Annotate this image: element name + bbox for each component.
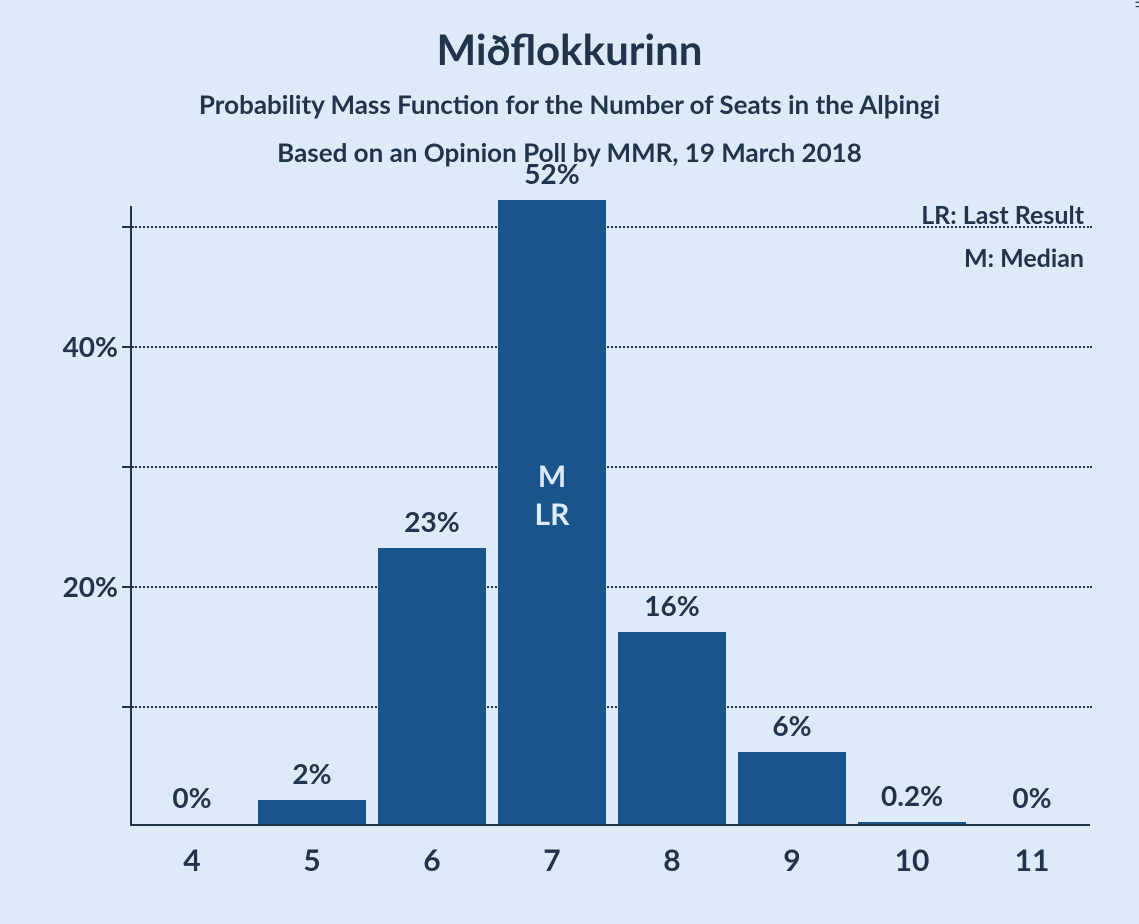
- y-tick-mark: [122, 466, 132, 468]
- gridline: [132, 346, 1092, 348]
- bar-value-label: 2%: [252, 756, 372, 790]
- bar: [258, 800, 366, 824]
- bar-value-label: 6%: [732, 708, 852, 742]
- plot-area: 20%40%0%42%523%652%716%86%90.2%100%11MLR: [130, 206, 1090, 826]
- x-axis-label: 11: [1015, 842, 1050, 878]
- x-axis-label: 9: [783, 842, 800, 878]
- x-axis-label: 5: [303, 842, 320, 878]
- x-axis-label: 4: [183, 842, 200, 878]
- bar: [618, 632, 726, 824]
- x-axis-label: 7: [543, 842, 560, 878]
- bar: [738, 752, 846, 824]
- gridline: [132, 466, 1092, 468]
- y-axis-label: 20%: [63, 569, 118, 603]
- pmf-bar-chart: 20%40%0%42%523%652%716%86%90.2%100%11MLR…: [130, 206, 1090, 826]
- bar-value-label: 0%: [972, 780, 1092, 814]
- x-axis-label: 8: [663, 842, 680, 878]
- legend: LR: Last Result M: Median: [921, 194, 1084, 279]
- y-tick-mark: [122, 586, 132, 588]
- bar: [378, 548, 486, 824]
- bar-value-label: 23%: [372, 504, 492, 538]
- chart-title: Miðflokkurinn: [0, 0, 1139, 74]
- copyright-label: © 2020 Filip van Laenen: [1133, 0, 1139, 8]
- y-axis-label: 40%: [63, 329, 118, 363]
- gridline: [132, 706, 1092, 708]
- chart-subtitle: Probability Mass Function for the Number…: [0, 88, 1139, 120]
- legend-lr: LR: Last Result: [921, 194, 1084, 237]
- bar-value-label: 52%: [492, 156, 612, 190]
- median-lr-annotation: MLR: [535, 458, 570, 533]
- bar: [858, 822, 966, 824]
- annotation-line: LR: [535, 496, 570, 534]
- y-tick-mark: [122, 346, 132, 348]
- bar-value-label: 0%: [132, 780, 252, 814]
- x-axis-label: 10: [895, 842, 930, 878]
- legend-m: M: Median: [921, 237, 1084, 280]
- annotation-line: M: [535, 458, 570, 496]
- y-tick-mark: [122, 226, 132, 228]
- x-axis-label: 6: [423, 842, 440, 878]
- bar-value-label: 0.2%: [852, 778, 972, 812]
- y-tick-mark: [122, 706, 132, 708]
- bar-value-label: 16%: [612, 588, 732, 622]
